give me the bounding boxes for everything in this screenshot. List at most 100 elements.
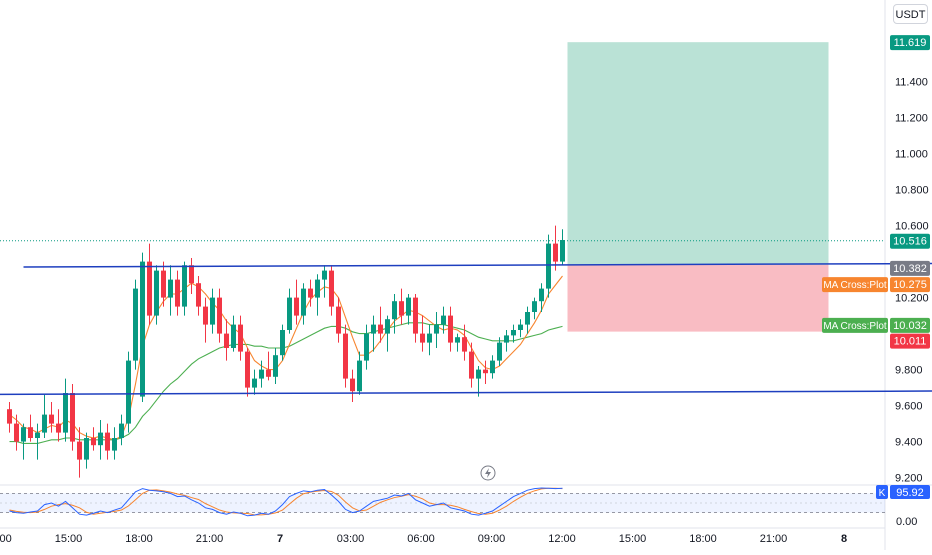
candle-body[interactable] <box>518 325 523 330</box>
currency-button[interactable]: USDT <box>893 4 928 24</box>
candle-body[interactable] <box>546 244 551 289</box>
candle-body[interactable] <box>133 289 138 361</box>
candle-body[interactable] <box>455 337 460 342</box>
time-tick-label: 03:00 <box>337 533 365 545</box>
candle-body[interactable] <box>175 280 180 307</box>
candle-body[interactable] <box>476 370 481 379</box>
candle-body[interactable] <box>161 271 166 298</box>
candle-body[interactable] <box>441 316 446 325</box>
candle-body[interactable] <box>119 424 124 438</box>
candle-body[interactable] <box>70 393 75 442</box>
candle-body[interactable] <box>217 298 222 334</box>
candle-body[interactable] <box>434 325 439 334</box>
candle-body[interactable] <box>308 289 313 298</box>
candle-body[interactable] <box>112 438 117 451</box>
price-label-text: 11.619 <box>894 37 927 49</box>
candle-body[interactable] <box>273 355 278 377</box>
candle-body[interactable] <box>315 280 320 298</box>
candle-body[interactable] <box>490 361 495 374</box>
candle-body[interactable] <box>322 271 327 280</box>
candle-body[interactable] <box>245 352 250 388</box>
candle-body[interactable] <box>448 316 453 343</box>
candle-body[interactable] <box>364 334 369 361</box>
candle-body[interactable] <box>553 244 558 262</box>
candle-body[interactable] <box>147 262 152 316</box>
candle-body[interactable] <box>42 415 47 433</box>
lightning-icon[interactable] <box>481 466 495 480</box>
candle-body[interactable] <box>371 325 376 334</box>
time-tick-label: 7 <box>277 533 283 545</box>
candle-body[interactable] <box>350 379 355 392</box>
candle-body[interactable] <box>224 334 229 348</box>
price-label-stop: 10.011 <box>890 334 930 349</box>
oscillator-zero-label: 0.00 <box>896 516 917 528</box>
candle-body[interactable] <box>21 427 26 441</box>
candle-body[interactable] <box>7 409 12 423</box>
candle-body[interactable] <box>14 424 19 442</box>
candle-body[interactable] <box>140 262 145 397</box>
candle-body[interactable] <box>189 265 194 283</box>
candle-body[interactable] <box>287 298 292 330</box>
candle-body[interactable] <box>154 271 159 316</box>
candle-body[interactable] <box>532 301 537 312</box>
candle-body[interactable] <box>511 330 516 335</box>
price-tick-label: 10.600 <box>895 221 929 233</box>
candle-body[interactable] <box>560 240 565 262</box>
candle-body[interactable] <box>266 370 271 377</box>
candle-body[interactable] <box>231 325 236 348</box>
candle-body[interactable] <box>238 325 243 352</box>
candle-body[interactable] <box>413 298 418 334</box>
candle-body[interactable] <box>28 427 33 438</box>
candle-body[interactable] <box>525 312 530 325</box>
candle-body[interactable] <box>77 442 82 460</box>
candle-body[interactable] <box>49 415 54 424</box>
candle-body[interactable] <box>196 283 201 306</box>
candle-body[interactable] <box>483 370 488 374</box>
price-tick-label: 11.400 <box>895 77 928 89</box>
candle-body[interactable] <box>385 319 390 333</box>
candle-body[interactable] <box>399 301 404 315</box>
candle-body[interactable] <box>168 280 173 298</box>
candle-body[interactable] <box>126 361 131 424</box>
candle-body[interactable] <box>329 271 334 307</box>
candle-body[interactable] <box>252 379 257 388</box>
candle-body[interactable] <box>420 334 425 343</box>
time-tick-label: 12:00 <box>0 533 12 545</box>
candle-body[interactable] <box>56 424 61 433</box>
candle-body[interactable] <box>406 298 411 316</box>
candle-body[interactable] <box>392 301 397 319</box>
profit-zone[interactable] <box>568 42 829 265</box>
time-tick-label: 09:00 <box>478 533 506 545</box>
candle-body[interactable] <box>343 334 348 379</box>
candle-body[interactable] <box>203 307 208 325</box>
candle-body[interactable] <box>84 438 89 460</box>
candle-body[interactable] <box>378 325 383 334</box>
candle-body[interactable] <box>462 337 467 351</box>
candle-body[interactable] <box>497 343 502 361</box>
indicator-name: MA Cross:Plot <box>823 280 887 291</box>
candle-body[interactable] <box>301 289 306 316</box>
candle-body[interactable] <box>35 433 40 438</box>
candle-body[interactable] <box>182 265 187 306</box>
candle-body[interactable] <box>210 298 215 325</box>
loss-zone[interactable] <box>568 265 829 332</box>
candle-body[interactable] <box>504 335 509 342</box>
candle-body[interactable] <box>63 393 68 433</box>
candle-body[interactable] <box>294 298 299 316</box>
candle-body[interactable] <box>105 433 110 451</box>
price-tick-label: 9.600 <box>895 401 923 413</box>
candle-body[interactable] <box>427 334 432 343</box>
price-tick-label: 11.000 <box>895 149 928 161</box>
oscillator-k-tag: K <box>879 488 886 499</box>
candle-body[interactable] <box>280 330 285 355</box>
price-label-text: 10.516 <box>893 236 927 248</box>
candle-body[interactable] <box>91 438 96 445</box>
candle-body[interactable] <box>336 307 341 334</box>
candle-body[interactable] <box>539 289 544 302</box>
candle-body[interactable] <box>259 370 264 379</box>
candle-body[interactable] <box>469 352 474 379</box>
candle-body[interactable] <box>98 433 103 446</box>
candle-body[interactable] <box>357 361 362 392</box>
